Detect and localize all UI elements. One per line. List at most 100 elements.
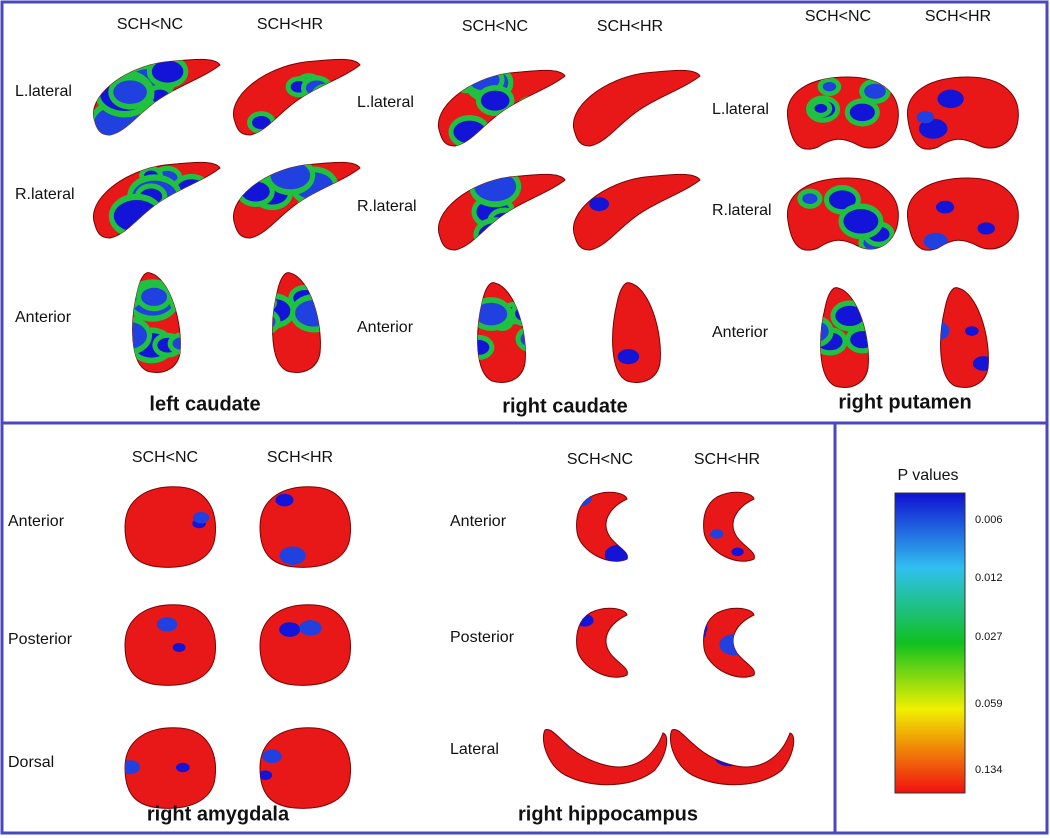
patch xyxy=(262,749,282,764)
panel-title: left caudate xyxy=(149,393,260,415)
panel-title: right hippocampus xyxy=(518,803,698,825)
patch xyxy=(576,614,594,627)
patch xyxy=(141,287,168,306)
patch xyxy=(176,762,190,773)
surface-patches xyxy=(236,162,339,224)
patch xyxy=(515,305,526,322)
surface xyxy=(576,491,658,562)
surface xyxy=(437,173,566,251)
patch xyxy=(843,209,879,234)
surface-body xyxy=(542,729,668,786)
panel-title: right amygdala xyxy=(147,803,290,825)
patch xyxy=(828,190,856,210)
patch xyxy=(478,222,513,247)
patch xyxy=(453,120,486,144)
patch xyxy=(666,216,682,227)
patch xyxy=(835,305,865,327)
surface-body xyxy=(124,486,217,568)
row-label: Anterior xyxy=(357,319,414,336)
colorbar xyxy=(894,492,966,794)
patch xyxy=(132,321,148,350)
surface xyxy=(124,727,217,809)
patch xyxy=(584,734,612,754)
surface-body xyxy=(572,173,701,251)
patch xyxy=(937,89,964,109)
patch xyxy=(279,622,301,637)
surface-patches xyxy=(192,511,210,529)
patch xyxy=(715,730,743,750)
patch xyxy=(156,617,178,632)
patch xyxy=(719,634,750,656)
surface xyxy=(259,604,352,686)
column-header: SCH<NC xyxy=(805,8,871,25)
surface-body xyxy=(259,604,352,686)
column-header: SCH<HR xyxy=(597,18,663,35)
surface xyxy=(572,173,701,251)
patch xyxy=(151,60,184,83)
patch xyxy=(301,198,329,219)
surface xyxy=(907,177,1019,251)
patch xyxy=(618,126,646,146)
surface-patches xyxy=(805,77,891,127)
patch xyxy=(295,299,321,327)
patch xyxy=(870,338,890,352)
patch-edge xyxy=(272,324,273,353)
surface-patches xyxy=(567,729,612,754)
row-label: Posterior xyxy=(8,631,73,648)
patch xyxy=(814,103,828,113)
patch xyxy=(169,209,216,239)
surface xyxy=(907,76,1019,150)
patch xyxy=(506,219,534,239)
row-label: Anterior xyxy=(450,513,507,530)
patch xyxy=(132,282,139,306)
patch-edge xyxy=(175,299,181,319)
patch xyxy=(113,80,147,104)
row-label: R.lateral xyxy=(357,198,417,215)
patch xyxy=(731,547,744,557)
patch xyxy=(623,124,647,141)
surface xyxy=(124,486,217,568)
patch-edge xyxy=(525,324,526,344)
patch xyxy=(299,620,322,636)
surface-body xyxy=(259,727,352,809)
patch xyxy=(270,162,311,190)
patch xyxy=(632,539,658,557)
patch-edge xyxy=(164,203,220,239)
patch xyxy=(592,306,612,320)
surface-patches xyxy=(260,749,282,780)
row-label: Anterior xyxy=(712,324,769,341)
column-header: SCH<NC xyxy=(462,18,528,35)
patch xyxy=(174,298,181,308)
surface xyxy=(820,287,890,388)
colorbar-tick: 0.134 xyxy=(975,764,1003,776)
row-label: Anterior xyxy=(8,513,65,530)
patch xyxy=(275,493,294,507)
surface-patches xyxy=(592,306,640,365)
surface-body xyxy=(124,604,217,686)
patch xyxy=(508,226,538,247)
row-label: Anterior xyxy=(15,309,72,326)
surface xyxy=(232,161,361,239)
patch xyxy=(172,337,181,350)
panel-title: right caudate xyxy=(502,395,628,417)
surface xyxy=(259,727,352,809)
column-header: SCH<NC xyxy=(132,449,198,466)
surface-body xyxy=(124,727,217,809)
patch-edge xyxy=(503,221,543,251)
surface-patches xyxy=(279,620,322,637)
patch xyxy=(617,349,640,365)
patch xyxy=(732,737,760,756)
colorbar-tick: 0.006 xyxy=(975,514,1003,526)
patch-edge xyxy=(501,213,539,244)
patch xyxy=(316,88,336,102)
surface xyxy=(92,161,221,239)
colorbar-tick: 0.027 xyxy=(975,631,1003,643)
surface xyxy=(259,486,352,568)
row-label: Dorsal xyxy=(8,754,54,771)
column-header: SCH<HR xyxy=(267,449,333,466)
surface-body xyxy=(259,486,352,568)
surface-body xyxy=(940,287,989,388)
column-header: SCH<NC xyxy=(117,16,183,33)
patch xyxy=(850,331,869,349)
patch xyxy=(820,320,829,343)
